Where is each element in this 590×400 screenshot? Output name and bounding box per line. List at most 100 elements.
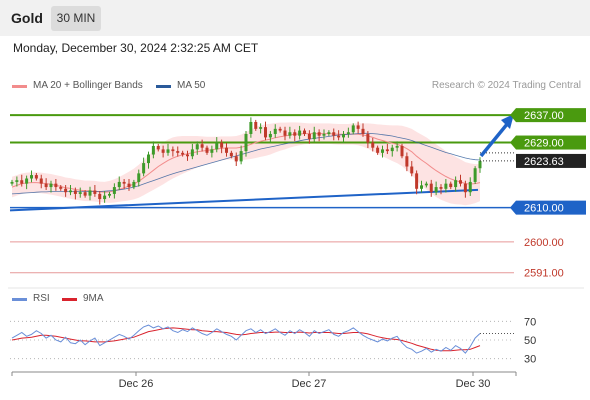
candle-body bbox=[103, 195, 107, 200]
candle-body bbox=[166, 149, 170, 153]
candle-body bbox=[356, 125, 360, 129]
candle-body bbox=[205, 147, 209, 153]
candle-body bbox=[254, 121, 258, 129]
candle-body bbox=[225, 147, 228, 153]
candle-body bbox=[181, 152, 185, 155]
legend-rsi-label: RSI bbox=[33, 293, 50, 304]
candle-body bbox=[317, 132, 321, 136]
rsi-swatch bbox=[12, 298, 27, 301]
rsi-tick-50: 50 bbox=[524, 335, 536, 347]
candle-body bbox=[39, 178, 43, 184]
rsi-tick-30: 30 bbox=[524, 354, 536, 366]
candle-body bbox=[273, 128, 277, 134]
last-price-label: 2623.63 bbox=[524, 156, 564, 168]
candle-body bbox=[463, 183, 467, 193]
candle-body bbox=[361, 128, 365, 134]
candle-body bbox=[439, 187, 443, 189]
candle-body bbox=[444, 183, 448, 189]
candle-body bbox=[366, 133, 370, 143]
level-tag-2629.00 bbox=[516, 135, 586, 150]
legend-rsi-ma-label: 9MA bbox=[83, 293, 104, 304]
candle-body bbox=[288, 132, 292, 136]
candle-body bbox=[73, 190, 77, 194]
candle-body bbox=[244, 133, 248, 152]
candle-body bbox=[468, 181, 472, 193]
candle-body bbox=[381, 149, 384, 153]
candle-body bbox=[259, 127, 263, 129]
candle-body bbox=[327, 132, 331, 134]
candle-body bbox=[93, 190, 97, 194]
candle-body bbox=[293, 132, 297, 136]
chart-datetime: Monday, December 30, 2024 2:32:25 AM CET bbox=[13, 41, 259, 55]
candle-body bbox=[78, 192, 82, 194]
candle-body bbox=[122, 181, 126, 184]
copyright-text: Research © 2024 Trading Central bbox=[431, 80, 581, 91]
timeframe-button[interactable]: 30 MIN bbox=[51, 6, 101, 31]
candle-body bbox=[405, 156, 409, 167]
level-label-2637.00: 2637.00 bbox=[524, 110, 564, 122]
candle-body bbox=[385, 149, 389, 152]
candle-body bbox=[434, 187, 438, 193]
candle-body bbox=[30, 175, 33, 179]
candle-body bbox=[98, 193, 102, 200]
x-tick-label: Dec 26 bbox=[119, 378, 154, 390]
candle-body bbox=[83, 192, 87, 196]
candle-body bbox=[322, 133, 326, 136]
candle-body bbox=[195, 144, 199, 150]
level-tag-2637.00 bbox=[516, 108, 586, 123]
x-tick-label: Dec 27 bbox=[292, 378, 327, 390]
ma50-swatch bbox=[156, 85, 171, 88]
legend-ma50: MA 50 bbox=[156, 80, 205, 91]
candle-body bbox=[49, 183, 53, 188]
candle-body bbox=[127, 183, 131, 188]
candle-body bbox=[264, 127, 267, 138]
level-tag-pointer bbox=[510, 108, 516, 123]
last-price-tag bbox=[516, 153, 586, 168]
candle-body bbox=[215, 142, 219, 150]
candle-body bbox=[229, 152, 233, 157]
candle-body bbox=[342, 133, 345, 138]
candle-body bbox=[459, 180, 462, 184]
candle-body bbox=[234, 156, 238, 162]
candle-body bbox=[112, 187, 116, 194]
x-tick-label: Dec 30 bbox=[456, 378, 491, 390]
instrument-title: Gold bbox=[11, 10, 43, 26]
legend-bollinger-label: MA 20 + Bollinger Bands bbox=[33, 80, 143, 91]
candle-body bbox=[176, 151, 180, 153]
candle-body bbox=[200, 144, 204, 148]
candle-body bbox=[424, 183, 428, 186]
candle-body bbox=[54, 183, 58, 188]
candle-body bbox=[147, 154, 150, 164]
legend-bollinger: MA 20 + Bollinger Bands bbox=[12, 80, 143, 91]
candle-body bbox=[156, 145, 160, 150]
candle-body bbox=[190, 149, 194, 157]
candle-body bbox=[351, 125, 355, 133]
candle-body bbox=[142, 163, 146, 174]
level-label-2610.00: 2610.00 bbox=[524, 203, 564, 215]
level-label-2629.00: 2629.00 bbox=[524, 138, 564, 150]
candle-body bbox=[283, 130, 287, 136]
candle-body bbox=[400, 145, 404, 157]
candle-body bbox=[307, 133, 311, 140]
chart-panel bbox=[0, 36, 590, 400]
level-label-2591.00: 2591.00 bbox=[524, 268, 564, 280]
candle-body bbox=[449, 183, 453, 188]
candle-body bbox=[10, 181, 14, 184]
candle-body bbox=[390, 147, 394, 152]
candle-body bbox=[410, 166, 414, 174]
candle-body bbox=[298, 130, 302, 136]
candle-body bbox=[220, 142, 224, 148]
candle-body bbox=[137, 173, 141, 182]
level-tag-2610.00 bbox=[516, 200, 586, 215]
candle-body bbox=[371, 142, 375, 148]
candle-body bbox=[59, 187, 63, 189]
candle-body bbox=[278, 128, 282, 131]
candle-body bbox=[34, 175, 38, 179]
candle-body bbox=[332, 132, 336, 136]
candle-body bbox=[303, 130, 306, 134]
candle-body bbox=[395, 145, 399, 148]
candle-body bbox=[239, 151, 243, 162]
level-tag-pointer bbox=[510, 200, 516, 215]
support-trendline bbox=[9, 188, 479, 212]
